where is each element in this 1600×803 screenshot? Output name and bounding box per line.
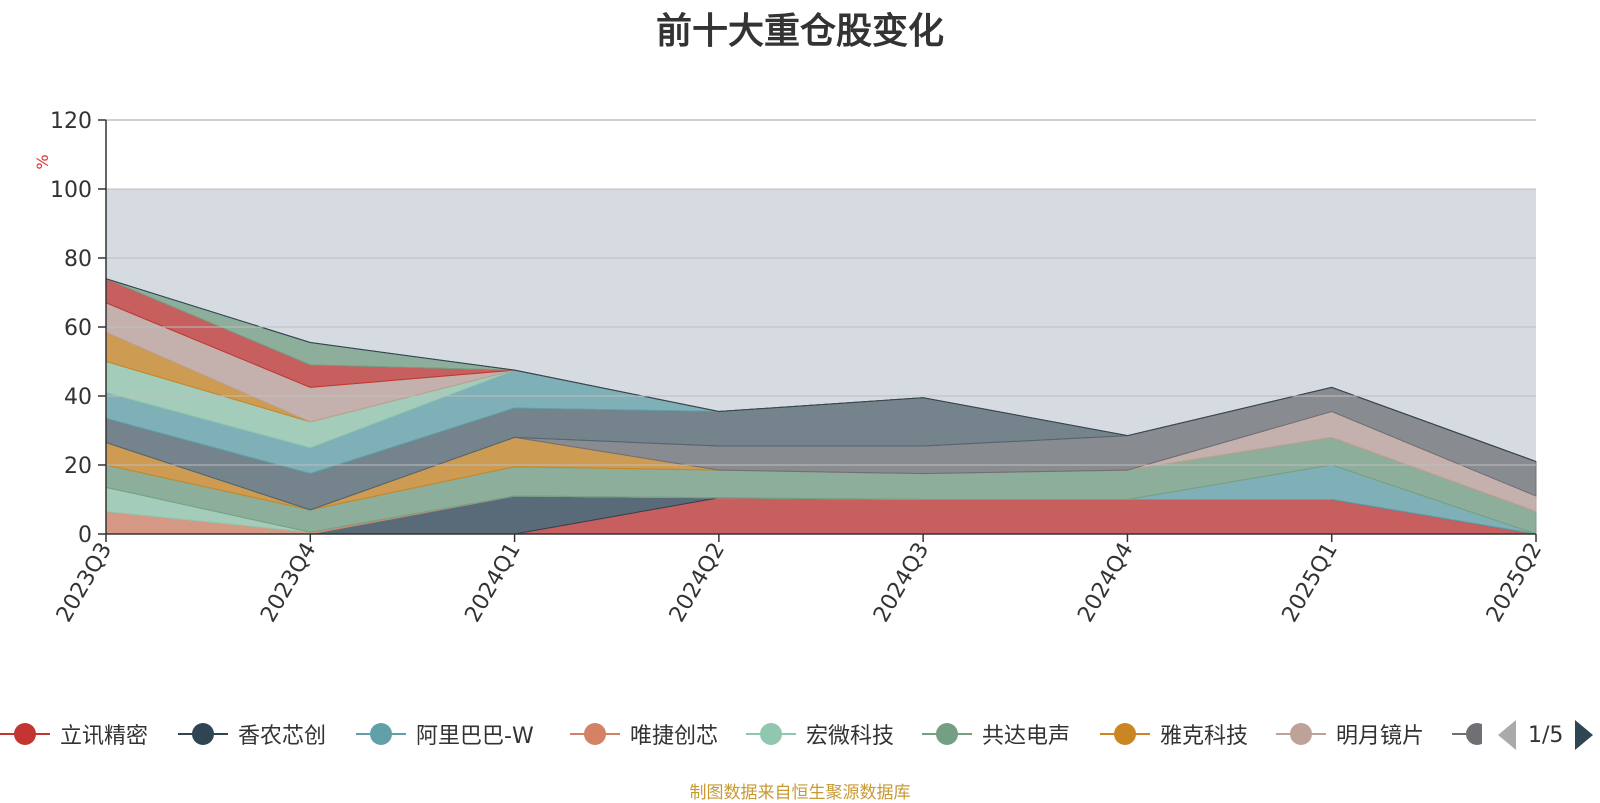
legend-marker-icon [1276,720,1326,748]
y-axis-unit-label: % [33,154,52,169]
source-note: 制图数据来自恒生聚源数据库 [689,783,911,803]
legend-item[interactable]: 明月镜片 [1276,716,1424,752]
legend-item[interactable]: 立讯精密 [0,716,148,752]
legend-label: 雅克科技 [1160,724,1249,749]
x-tick-label: 2025Q1 [1278,539,1343,627]
legend-marker-icon [746,720,796,748]
legend-item-truncated[interactable] [1452,716,1482,752]
legend-marker-icon [922,720,972,748]
y-tick-label: 100 [50,178,92,203]
y-tick-label: 80 [64,247,92,272]
legend-item[interactable]: 唯捷创芯 [570,716,718,752]
legend-page-indicator: 1/5 [1528,722,1564,748]
legend-label: 共达电声 [982,724,1071,749]
x-tick-label: 2024Q1 [460,539,525,627]
x-tick-label: 2024Q3 [869,539,934,627]
legend: 立讯精密 香农芯创 阿里巴巴-W 唯捷创芯 宏微科技 共达电声 雅克科技 明月镜片 [0,716,1600,752]
legend-marker-icon [178,720,228,748]
legend-label: 阿里巴巴-W [416,724,534,749]
y-tick-label: 40 [64,385,92,410]
legend-pager: 1/5 [1498,718,1594,752]
y-tick-label: 60 [64,316,92,341]
grid-layer: 0 20 40 60 80 100 120 [50,109,1536,548]
legend-marker-icon [1452,720,1482,748]
legend-marker-icon [356,720,406,748]
y-tick-label: 120 [50,109,92,134]
chart-title: 前十大重仓股变化 [655,11,944,52]
x-tick-label: 2023Q4 [256,539,321,627]
legend-label: 唯捷创芯 [630,724,719,749]
legend-marker-icon [0,720,50,748]
legend-marker-icon [1100,720,1150,748]
legend-marker-icon [570,720,620,748]
legend-label: 明月镜片 [1336,724,1425,749]
legend-item[interactable]: 共达电声 [922,716,1070,752]
x-tick-label: 2023Q3 [52,539,117,627]
legend-label: 香农芯创 [238,724,327,749]
legend-item[interactable]: 宏微科技 [746,716,894,752]
legend-item[interactable]: 阿里巴巴-W [356,716,534,752]
legend-item[interactable]: 雅克科技 [1100,716,1248,752]
y-tick-label: 0 [78,523,92,548]
x-tick-label: 2025Q2 [1482,539,1547,627]
legend-label: 宏微科技 [806,724,895,749]
legend-item[interactable]: 香农芯创 [178,716,326,752]
chart-plot: 0 20 40 60 80 100 120 2023Q3 2023Q4 2024Q1 2024Q2… [33,109,1547,627]
area-series-18[interactable] [105,278,1537,463]
legend-next-page-button[interactable] [1575,720,1594,750]
x-tick-label: 2024Q4 [1073,539,1138,627]
legend-label: 立讯精密 [60,724,149,749]
x-tick-label: 2024Q2 [665,539,730,627]
y-tick-label: 20 [64,454,92,479]
legend-prev-page-button[interactable] [1498,720,1516,750]
